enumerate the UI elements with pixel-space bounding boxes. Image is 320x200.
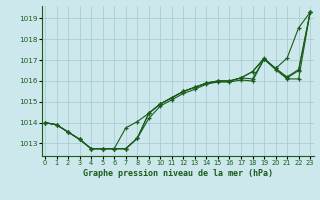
X-axis label: Graphe pression niveau de la mer (hPa): Graphe pression niveau de la mer (hPa) — [83, 169, 273, 178]
